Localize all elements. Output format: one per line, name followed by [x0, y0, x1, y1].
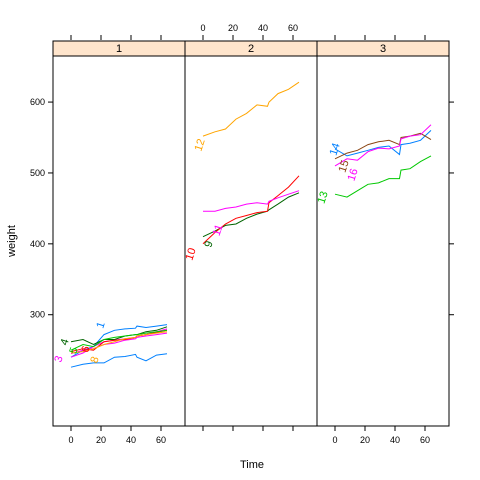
y-tick-label: 400 — [30, 239, 45, 249]
x-tick-label-top: 60 — [288, 23, 298, 33]
x-tick-label: 40 — [390, 435, 400, 445]
x-tick-label: 20 — [96, 435, 106, 445]
series-line-6 — [70, 331, 168, 354]
series-label-3: 3 — [52, 354, 65, 364]
series-label-1: 1 — [94, 320, 107, 330]
series-line-8 — [70, 353, 168, 368]
series-label-13: 13 — [316, 190, 331, 205]
series-label-8: 8 — [88, 355, 101, 365]
y-tick-label: 600 — [30, 97, 45, 107]
series-label-5: 5 — [67, 346, 80, 356]
x-tick-label: 40 — [126, 435, 136, 445]
panel-2: 2 910 11 12 0 20 40 60 — [184, 23, 318, 431]
series-line-12 — [202, 81, 300, 137]
series-label-14: 14 — [328, 142, 343, 157]
x-tick-label-top: 40 — [258, 23, 268, 33]
x-tick-label: 20 — [360, 435, 370, 445]
y-axis-title: weight — [6, 225, 18, 258]
series-line-13 — [334, 155, 432, 198]
y-tick-label: 500 — [30, 168, 45, 178]
series-line-10 — [202, 175, 300, 245]
y-axis: 300 400 500 600 — [30, 97, 454, 320]
x-tick-label: 0 — [68, 435, 73, 445]
series-label-4: 4 — [58, 337, 71, 347]
x-axis-title: Time — [240, 459, 264, 471]
series-label-12: 12 — [193, 137, 208, 152]
series-line-1 — [70, 324, 168, 358]
series-label-15: 15 — [337, 159, 352, 174]
series-line-14 — [334, 130, 432, 157]
y-tick-label: 300 — [30, 310, 45, 320]
series-line-7 — [70, 329, 168, 351]
series-line-16 — [334, 124, 432, 167]
series-label-11: 11 — [211, 223, 226, 238]
strip-label: 2 — [248, 43, 254, 55]
series-label-10: 10 — [184, 247, 199, 262]
x-tick-label-top: 20 — [228, 23, 238, 33]
series-label-6: 6 — [79, 344, 92, 354]
series-line-11 — [203, 190, 300, 212]
series-label-16: 16 — [346, 167, 361, 182]
strip-label: 1 — [116, 43, 122, 55]
x-tick-label: 60 — [420, 435, 430, 445]
x-tick-label: 60 — [156, 435, 166, 445]
series-label-9: 9 — [202, 240, 215, 250]
x-tick-label-top: 0 — [200, 23, 205, 33]
panel-frame — [316, 55, 450, 427]
strip-label: 3 — [380, 43, 386, 55]
x-tick-label: 0 — [332, 435, 337, 445]
